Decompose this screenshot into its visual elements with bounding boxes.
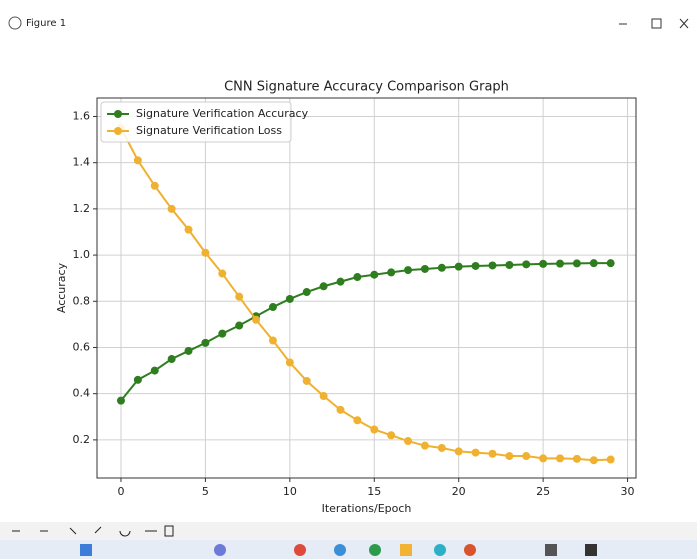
data-point bbox=[387, 431, 395, 439]
data-point bbox=[286, 295, 294, 303]
data-point bbox=[185, 347, 193, 355]
data-point bbox=[235, 322, 243, 330]
data-point bbox=[590, 456, 598, 464]
data-point bbox=[421, 265, 429, 273]
data-point bbox=[438, 444, 446, 452]
data-point bbox=[404, 266, 412, 274]
data-point bbox=[488, 450, 496, 458]
data-point bbox=[421, 442, 429, 450]
y-tick-label: 0.4 bbox=[73, 387, 91, 400]
data-point bbox=[269, 303, 277, 311]
data-point bbox=[117, 397, 125, 405]
data-point bbox=[607, 259, 615, 267]
data-point bbox=[455, 263, 463, 271]
x-tick-label: 15 bbox=[367, 485, 381, 498]
data-point bbox=[218, 330, 226, 338]
window-title: Figure 1 bbox=[26, 18, 66, 29]
data-point bbox=[218, 270, 226, 278]
data-point bbox=[573, 259, 581, 267]
data-point bbox=[488, 261, 496, 269]
data-point bbox=[539, 260, 547, 268]
legend-label: Signature Verification Accuracy bbox=[136, 107, 309, 120]
legend-marker bbox=[114, 110, 122, 118]
data-point bbox=[201, 339, 209, 347]
data-point bbox=[151, 367, 159, 375]
data-point bbox=[252, 316, 260, 324]
x-tick-label: 5 bbox=[202, 485, 209, 498]
data-point bbox=[539, 454, 547, 462]
data-point bbox=[286, 358, 294, 366]
data-point bbox=[522, 260, 530, 268]
x-tick-label: 25 bbox=[536, 485, 550, 498]
data-point bbox=[505, 452, 513, 460]
data-point bbox=[168, 355, 176, 363]
data-point bbox=[185, 226, 193, 234]
data-point bbox=[134, 156, 142, 164]
toolbar bbox=[0, 522, 697, 540]
x-tick-label: 10 bbox=[283, 485, 297, 498]
data-point bbox=[590, 259, 598, 267]
data-point bbox=[151, 182, 159, 190]
data-point bbox=[269, 337, 277, 345]
y-tick-label: 0.6 bbox=[73, 340, 91, 353]
data-point bbox=[320, 282, 328, 290]
y-tick-label: 1.6 bbox=[73, 109, 91, 122]
data-point bbox=[303, 288, 311, 296]
data-point bbox=[201, 249, 209, 257]
data-point bbox=[387, 268, 395, 276]
data-point bbox=[353, 273, 361, 281]
y-tick-label: 0.2 bbox=[73, 433, 91, 446]
data-point bbox=[134, 376, 142, 384]
x-tick-label: 0 bbox=[117, 485, 124, 498]
data-point bbox=[353, 416, 361, 424]
x-tick-label: 30 bbox=[621, 485, 635, 498]
data-point bbox=[336, 278, 344, 286]
data-point bbox=[438, 264, 446, 272]
legend-label: Signature Verification Loss bbox=[136, 124, 282, 137]
data-point bbox=[336, 406, 344, 414]
y-tick-label: 0.8 bbox=[73, 294, 91, 307]
x-tick-label: 20 bbox=[452, 485, 466, 498]
y-axis-label: Accuracy bbox=[55, 262, 68, 313]
data-point bbox=[455, 447, 463, 455]
y-tick-label: 1.0 bbox=[73, 248, 91, 261]
data-point bbox=[235, 293, 243, 301]
y-tick-label: 1.4 bbox=[73, 156, 91, 169]
data-point bbox=[556, 260, 564, 268]
data-point bbox=[320, 392, 328, 400]
chart-title: CNN Signature Accuracy Comparison Graph bbox=[224, 80, 509, 95]
data-point bbox=[370, 425, 378, 433]
data-point bbox=[607, 456, 615, 464]
data-point bbox=[472, 449, 480, 457]
data-point bbox=[573, 455, 581, 463]
figure-window: Figure 1 0 5 10 15 20 25 30 0.2 0.4 0.6 0.8 1.0 1.2 1… bbox=[0, 0, 697, 559]
data-point bbox=[505, 261, 513, 269]
data-point bbox=[522, 452, 530, 460]
data-point bbox=[472, 262, 480, 270]
legend-marker bbox=[114, 127, 122, 135]
data-point bbox=[404, 437, 412, 445]
data-point bbox=[168, 205, 176, 213]
data-point bbox=[303, 377, 311, 385]
data-point bbox=[556, 454, 564, 462]
data-point bbox=[370, 271, 378, 279]
x-axis-label: Iterations/Epoch bbox=[322, 502, 412, 515]
y-tick-label: 1.2 bbox=[73, 202, 91, 215]
